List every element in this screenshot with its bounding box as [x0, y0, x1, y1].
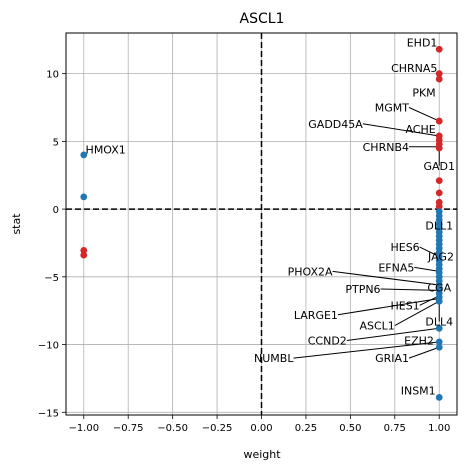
gene-label: PKM: [412, 87, 435, 100]
data-point: [435, 177, 443, 185]
gene-label: HES6: [390, 241, 419, 254]
y-tick-label: −15: [38, 408, 59, 419]
gene-label: MGMT: [375, 102, 410, 115]
leader-line: [414, 266, 440, 272]
x-axis-ticks: −1.00 −0.75 −0.50 −0.25 0.00 0.25 0.50 0.75 1.00: [68, 415, 450, 434]
data-point: [435, 324, 443, 332]
y-axis-label: stat: [10, 213, 23, 235]
annotation-leaders: [293, 107, 440, 359]
gene-label: CHRNA5: [391, 62, 437, 75]
gene-label: EZH2: [404, 334, 434, 347]
gene-label: JAG2: [427, 251, 454, 264]
gene-label: DLL4: [425, 316, 453, 329]
leader-line: [408, 107, 440, 122]
leader-line: [293, 341, 440, 359]
data-point: [435, 343, 443, 351]
leader-line: [332, 270, 440, 286]
gene-label: DLL1: [425, 219, 453, 232]
gene-label: GRIA1: [375, 352, 409, 365]
leader-line: [337, 298, 440, 316]
x-tick-label: −0.50: [157, 423, 188, 434]
leader-line: [362, 123, 440, 137]
x-tick-label: −0.25: [202, 423, 233, 434]
leader-line: [394, 300, 440, 327]
data-points: [80, 45, 443, 401]
y-tick-label: 10: [46, 70, 59, 81]
gene-label: INSM1: [401, 385, 436, 398]
data-point: [80, 251, 88, 259]
x-tick-label: 0.50: [339, 423, 361, 434]
gene-label: GAD1: [423, 160, 455, 173]
data-point: [435, 338, 443, 346]
gene-label: HMOX1: [86, 143, 126, 156]
data-point: [435, 70, 443, 78]
gene-label: ASCL1: [359, 320, 394, 333]
chart-title: ASCL1: [240, 11, 285, 27]
x-axis-label: weight: [243, 448, 281, 461]
data-point: [435, 202, 443, 210]
gene-label: EFNA5: [378, 261, 414, 274]
gene-label: ACHE: [405, 123, 435, 136]
gene-label: PHOX2A: [288, 265, 333, 278]
gene-label: HES1: [390, 299, 419, 312]
data-point: [80, 247, 88, 254]
data-point: [435, 297, 443, 305]
leader-line: [380, 288, 440, 291]
y-axis-ticks: −15 −10 −5 0 5 10: [38, 70, 66, 419]
leader-line: [419, 246, 440, 257]
gene-label: PTPN6: [345, 283, 380, 296]
data-point: [435, 75, 443, 83]
leader-line: [408, 346, 440, 359]
x-tick-label: −0.75: [113, 423, 144, 434]
gene-label: NUMBL: [254, 352, 294, 365]
gene-label: LARGE1: [294, 309, 338, 322]
reference-lines: [66, 33, 457, 415]
y-tick-label: −10: [38, 341, 59, 352]
data-point: [435, 45, 443, 53]
y-tick-label: −5: [44, 273, 59, 284]
data-point: [435, 393, 443, 401]
leader-line: [346, 327, 440, 341]
gene-label: CCND2: [308, 334, 347, 347]
gene-label: EHD1: [407, 36, 438, 49]
data-point: [80, 151, 88, 159]
gene-label: CGA: [427, 282, 451, 295]
data-point: [435, 144, 443, 152]
x-tick-label: 1.00: [428, 423, 450, 434]
x-tick-label: 0.75: [384, 423, 406, 434]
x-tick-label: 0.00: [250, 423, 272, 434]
x-tick-label: 0.25: [295, 423, 317, 434]
gene-label: CHRNB4: [363, 141, 409, 154]
x-tick-label: −1.00: [68, 423, 99, 434]
data-point: [80, 193, 88, 201]
y-tick-label: 5: [53, 137, 59, 148]
data-point: [435, 117, 443, 125]
y-tick-label: 0: [53, 205, 59, 216]
data-point: [435, 189, 443, 197]
gene-label: GADD45A: [308, 118, 363, 131]
